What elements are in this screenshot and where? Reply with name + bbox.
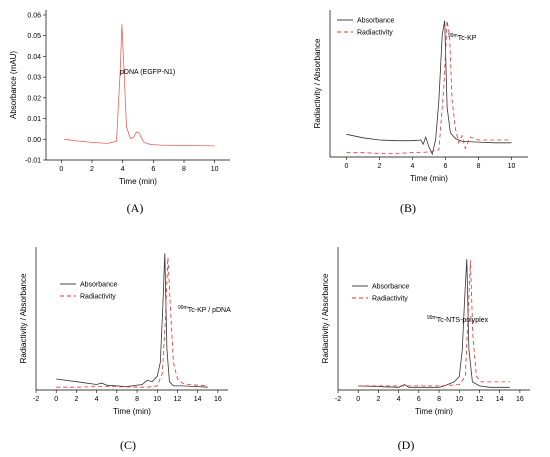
x-tick-label: 4 (411, 163, 415, 170)
x-tick-label: 8 (437, 396, 441, 403)
y-tick-label: 0.03 (27, 75, 41, 82)
x-tick-label: 2 (74, 396, 78, 403)
chart-panel-c: -2 0 2 4 6 8 10 12 14 16 Time (min) Radiactivity / … (19, 247, 231, 416)
x-tick-label: 12 (476, 396, 484, 403)
x-tick-label: 0 (59, 166, 63, 173)
panel-label-d: (D) (397, 438, 415, 452)
x-tick-label: 14 (194, 396, 202, 403)
series-line-radiactivity (358, 260, 510, 387)
legend-label-absorbance: Absorbance (372, 284, 409, 291)
legend-label-absorbance: Absorbance (357, 18, 394, 25)
x-tick-label: 16 (214, 396, 222, 403)
panel-label-a: (A) (126, 201, 144, 215)
legend-label-radiactivity: Radiactivity (372, 296, 408, 303)
legend-label-radiactivity: Radiactivity (80, 294, 116, 301)
x-tick-label: 12 (174, 396, 182, 403)
series-line-absorbance (358, 259, 510, 388)
x-tick-label: 6 (417, 396, 421, 403)
peak-annotation: 99mTc-NTS-polyplex (427, 315, 489, 324)
series-line-radiactivity (346, 20, 512, 154)
x-tick-label: 2 (376, 396, 380, 403)
x-tick-label: 16 (516, 396, 524, 403)
series-line-trace (64, 24, 215, 147)
x-tick-label: 6 (444, 163, 448, 170)
y-axis-label: Absorbance (mAU) (9, 51, 18, 119)
x-axis-label: Time (min) (113, 407, 151, 416)
y-tick-label: 0.05 (27, 33, 41, 40)
y-axis-label: Radiactivity / Absorbance (313, 38, 322, 128)
chart-panel-b: 0 2 4 6 8 10 Time (min) Radiactivity / Absorban… (313, 10, 528, 183)
x-tick-label: 14 (496, 396, 504, 403)
peak-annotation: 99mTc-KP / pDNA (178, 305, 231, 314)
x-tick-label: 10 (211, 166, 219, 173)
x-tick-label: 4 (397, 396, 401, 403)
x-tick-label: 2 (90, 166, 94, 173)
x-tick-label: -2 (33, 396, 39, 403)
y-tick-label: 0.04 (27, 54, 41, 61)
chart-panel-d: -2 0 2 4 6 8 10 12 14 16 Time (min) Radiactivity / … (321, 247, 530, 416)
x-axis-label: Time (min) (415, 407, 453, 416)
y-axis-label: Radiactivity / Absorbance (19, 273, 28, 363)
x-tick-label: 10 (455, 396, 463, 403)
legend-label-radiactivity: Radiactivity (357, 30, 393, 37)
x-tick-label: 10 (153, 396, 161, 403)
series-line-radiactivity (56, 257, 208, 388)
x-tick-label: 6 (115, 396, 119, 403)
y-tick-label: 0.01 (27, 116, 41, 123)
legend-label-absorbance: Absorbance (80, 282, 117, 289)
x-axis-label: Time (min) (119, 177, 157, 186)
panel-label-b: (B) (400, 201, 416, 215)
x-tick-label: 8 (182, 166, 186, 173)
y-tick-label: 0.00 (27, 137, 41, 144)
x-tick-label: 8 (477, 163, 481, 170)
y-tick-label: 0.02 (27, 95, 41, 102)
y-tick-label: 0.06 (27, 13, 41, 20)
x-axis-label: Time (min) (410, 174, 448, 183)
x-tick-label: 2 (378, 163, 382, 170)
peak-annotation: pDNA (EGFP-N1) (120, 69, 175, 76)
x-tick-label: 4 (95, 396, 99, 403)
peak-annotation: 99mTc-KP (448, 33, 477, 42)
x-tick-label: 8 (135, 396, 139, 403)
x-tick-label: -2 (335, 396, 341, 403)
y-tick-label: -0.01 (25, 158, 41, 165)
x-tick-label: 4 (121, 166, 125, 173)
x-tick-label: 0 (345, 163, 349, 170)
panel-label-c: (C) (120, 438, 136, 452)
x-tick-label: 0 (54, 396, 58, 403)
x-tick-label: 6 (151, 166, 155, 173)
series-line-absorbance (346, 20, 512, 156)
series-line-absorbance (56, 253, 208, 388)
chart-panel-a: 0 2 4 6 8 10 -0.01 0.00 0.01 0.02 0.03 0.04 0.05 0.06… (9, 10, 230, 186)
y-axis-label: Radiactivity / Absorbance (321, 273, 330, 363)
x-tick-label: 0 (356, 396, 360, 403)
x-tick-label: 10 (508, 163, 516, 170)
